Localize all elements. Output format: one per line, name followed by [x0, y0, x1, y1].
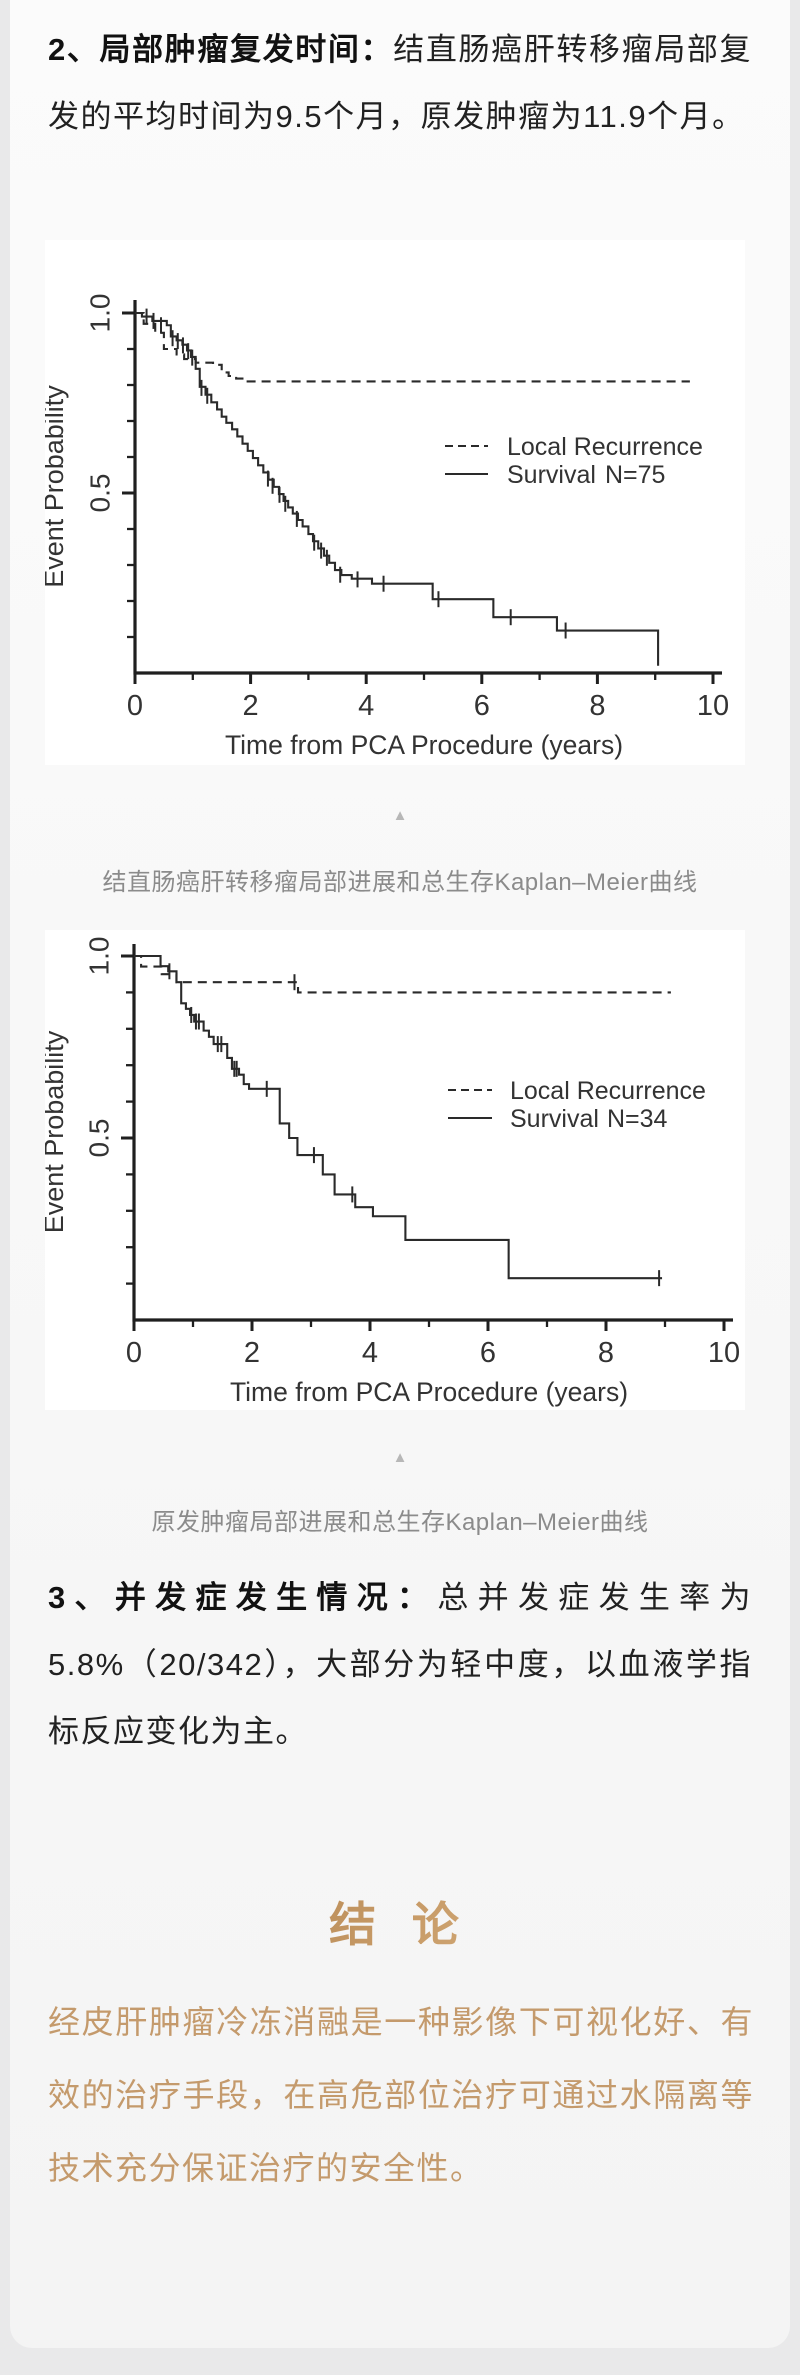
- svg-text:N=75: N=75: [605, 461, 665, 489]
- svg-text:Local Recurrence: Local Recurrence: [507, 433, 703, 461]
- paragraph-recurrence-time-body: 结直肠癌肝转移瘤局部复发的平均时间为9.5个月，原发肿瘤为11.9个月。: [48, 32, 752, 134]
- kaplan-meier-chart-2: 1.0 0.5 0 2 4 6 8 10 Event Probability Time from …: [45, 937, 740, 1407]
- caption-triangle-up-icon-2: ▲: [392, 1449, 408, 1466]
- svg-text:2: 2: [243, 690, 259, 722]
- figure-caption-1: 结直肠癌肝转移瘤局部进展和总生存Kaplan–Meier曲线: [102, 869, 698, 896]
- svg-text:1.0: 1.0: [83, 937, 114, 976]
- paragraph-complications: 3、并发症发生情况：总并发症发生率为5.8%（20/342），大部分为轻中度，以…: [48, 1564, 752, 1765]
- svg-text:Time from PCA Procedure (years: Time from PCA Procedure (years): [225, 730, 623, 760]
- svg-text:10: 10: [708, 1337, 740, 1369]
- svg-text:Event Probability: Event Probability: [45, 1030, 69, 1233]
- svg-text:Survival: Survival: [507, 461, 596, 489]
- svg-text:0: 0: [126, 1337, 142, 1369]
- svg-text:0: 0: [127, 690, 143, 722]
- paragraph-complications-body: 总并发症发生率为5.8%（20/342），大部分为轻中度，以血液学指标反应变化为…: [48, 1580, 752, 1749]
- svg-text:Time from PCA Procedure (years: Time from PCA Procedure (years): [230, 1377, 628, 1407]
- svg-text:6: 6: [480, 1337, 496, 1369]
- paragraph-complications-lead: 3、并发症发生情况：: [48, 1580, 438, 1615]
- paragraph-recurrence-time-lead: 2、局部肿瘤复发时间：: [48, 32, 394, 67]
- svg-text:Survival: Survival: [510, 1105, 599, 1133]
- svg-text:4: 4: [358, 690, 374, 722]
- figure-primary-km-chart: 1.0 0.5 0 2 4 6 8 10 Event Probability Time from …: [45, 930, 745, 1410]
- svg-text:0.5: 0.5: [83, 1119, 114, 1158]
- caption-triangle-up-icon-1: ▲: [392, 807, 408, 824]
- svg-text:1.0: 1.0: [84, 294, 115, 333]
- svg-text:2: 2: [244, 1337, 260, 1369]
- svg-text:8: 8: [589, 690, 605, 722]
- figure-colorectal-km-chart: 1.0 0.5 0 2 4 6 8 10 Event Probability Time from …: [45, 240, 745, 765]
- kaplan-meier-chart-1: 1.0 0.5 0 2 4 6 8 10 Event Probability Time from …: [45, 294, 729, 760]
- paragraph-recurrence-time: 2、局部肿瘤复发时间：结直肠癌肝转移瘤局部复发的平均时间为9.5个月，原发肿瘤为…: [48, 16, 752, 150]
- svg-text:4: 4: [362, 1337, 378, 1369]
- svg-text:6: 6: [474, 690, 490, 722]
- figure-caption-2: 原发肿瘤局部进展和总生存Kaplan–Meier曲线: [151, 1509, 649, 1536]
- conclusion-paragraph: 经皮肝肿瘤冷冻消融是一种影像下可视化好、有效的治疗手段，在高危部位治疗可通过水隔…: [48, 2004, 754, 2186]
- svg-text:Event Probability: Event Probability: [45, 385, 69, 588]
- svg-text:N=34: N=34: [607, 1105, 668, 1133]
- conclusion-title: 结 论: [10, 1886, 790, 1955]
- svg-text:10: 10: [697, 690, 729, 722]
- article-page-card: 2、局部肿瘤复发时间：结直肠癌肝转移瘤局部复发的平均时间为9.5个月，原发肿瘤为…: [10, 0, 790, 2348]
- svg-text:Local Recurrence: Local Recurrence: [510, 1077, 706, 1105]
- svg-text:0.5: 0.5: [84, 474, 115, 513]
- svg-text:8: 8: [598, 1337, 614, 1369]
